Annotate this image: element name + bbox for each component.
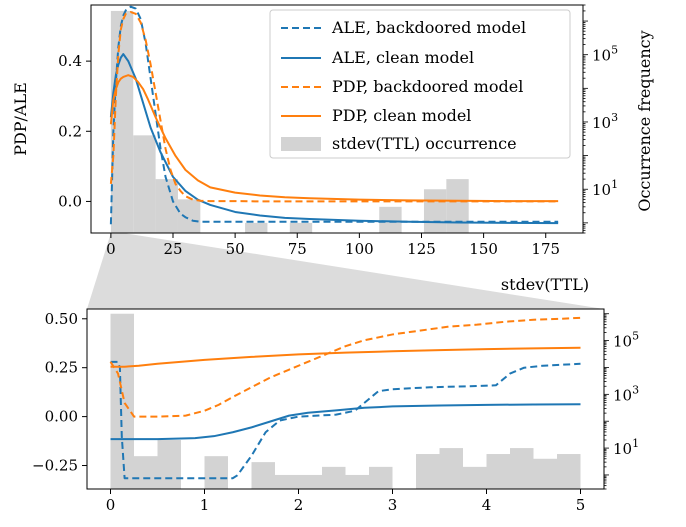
top-panel: 0 25 50 75 100 125 150 1750.00.20.4101103105std… [11, 4, 654, 294]
histogram-bar [110, 313, 134, 489]
series-lines [109, 5, 559, 225]
right-tick-label-exponent: 3 [632, 383, 639, 396]
right-tick-label-base: 10 [592, 114, 611, 132]
right-tick-label: 105 [592, 44, 618, 65]
y-axis-label: PDP/ALE [11, 82, 30, 156]
histogram-bar [289, 222, 313, 233]
histogram-bar [251, 462, 275, 489]
x-tick-label: 5 [576, 496, 586, 514]
x-tick-label: 2 [294, 496, 304, 514]
histogram-bar [133, 135, 156, 233]
right-axis-label: Occurrence frequency [635, 30, 654, 211]
x-tick-label: 1 [200, 496, 210, 514]
histogram-bar [275, 474, 299, 489]
right-tick-label-exponent: 1 [632, 437, 639, 450]
right-tick-label: 101 [592, 178, 618, 199]
histogram-bar [245, 222, 268, 233]
right-tick-label-exponent: 1 [611, 178, 618, 191]
legend-label: ALE, backdoored model [331, 18, 526, 37]
y-tick-label: 0.2 [58, 122, 82, 140]
legend-label: stdev(TTL) occurrence [332, 134, 517, 153]
histogram-bars [110, 313, 581, 489]
histogram-bar [416, 454, 440, 489]
legend-swatch [281, 137, 321, 151]
x-tick-label: 4 [482, 496, 492, 514]
legend-label: PDP, backdoored model [332, 77, 523, 96]
histogram-bar [204, 456, 228, 489]
histogram-bar [155, 179, 178, 233]
histogram-bar [423, 189, 447, 233]
right-tick-label: 103 [592, 111, 618, 132]
legend-label: ALE, clean model [331, 48, 474, 67]
right-tick-label-base: 10 [592, 47, 611, 65]
histogram-bar [557, 454, 581, 489]
y-tick-label: 0.00 [45, 408, 78, 426]
series-line [110, 403, 581, 441]
x-tick-label: 75 [288, 240, 307, 258]
series-line [109, 316, 581, 418]
series-line [109, 53, 559, 225]
histogram-bar [134, 456, 158, 489]
histogram-bar [298, 474, 322, 489]
right-tick-label-base: 10 [592, 181, 611, 199]
histogram-bar [446, 179, 469, 233]
series-line [109, 11, 559, 203]
histogram-bar [463, 466, 487, 489]
x-tick-label: 0 [106, 496, 116, 514]
series-line [110, 360, 581, 480]
x-tick-label: 25 [163, 240, 182, 258]
right-tick-label: 105 [613, 330, 639, 351]
x-tick-label: 150 [469, 240, 498, 258]
x-tick-label: 50 [226, 240, 245, 258]
right-tick-label: 101 [613, 437, 639, 458]
right-tick-label: 103 [613, 383, 639, 404]
legend-label: PDP, clean model [332, 106, 471, 125]
y-tick-label: 0.50 [45, 310, 78, 328]
series-lines [109, 316, 581, 480]
histogram-bar [533, 458, 557, 489]
histogram-bar [369, 466, 393, 489]
right-tick-label-base: 10 [613, 386, 632, 404]
legend-frame [269, 9, 571, 159]
x-tick-label: 175 [531, 240, 560, 258]
x-tick-label: 125 [407, 240, 436, 258]
right-tick-label-exponent: 3 [611, 111, 618, 124]
series-line [109, 5, 559, 225]
series-line [110, 346, 581, 368]
x-tick-label: 100 [345, 240, 374, 258]
histogram-bar [486, 454, 510, 489]
y-tick-label: 0.4 [58, 52, 82, 70]
zoom-connector [87, 233, 604, 309]
legend: ALE, backdoored model ALE, clean model PDP… [269, 9, 571, 159]
right-tick-label-base: 10 [613, 333, 632, 351]
right-tick-label-exponent: 5 [632, 330, 639, 343]
y-tick-label: −0.25 [32, 457, 78, 475]
x-tick-label: 0 [106, 240, 116, 258]
right-tick-label-base: 10 [613, 440, 632, 458]
histogram-bar [379, 206, 402, 233]
x-tick-label: 3 [388, 496, 398, 514]
series-line [109, 74, 559, 203]
histogram-bar [157, 439, 181, 489]
histogram-bar [177, 199, 201, 233]
histogram-bar [322, 466, 346, 489]
axes-frame [86, 308, 605, 490]
histogram-bar [510, 448, 534, 489]
x-axis-label: stdev(TTL) [501, 275, 589, 294]
y-tick-label: 0.0 [58, 192, 82, 210]
right-tick-label-exponent: 5 [611, 44, 618, 57]
histogram-bar [439, 448, 463, 489]
zoom-connector-layer [87, 233, 604, 309]
histogram-bar [345, 474, 369, 489]
axes-frame [90, 4, 584, 234]
y-tick-label: 0.25 [45, 359, 78, 377]
